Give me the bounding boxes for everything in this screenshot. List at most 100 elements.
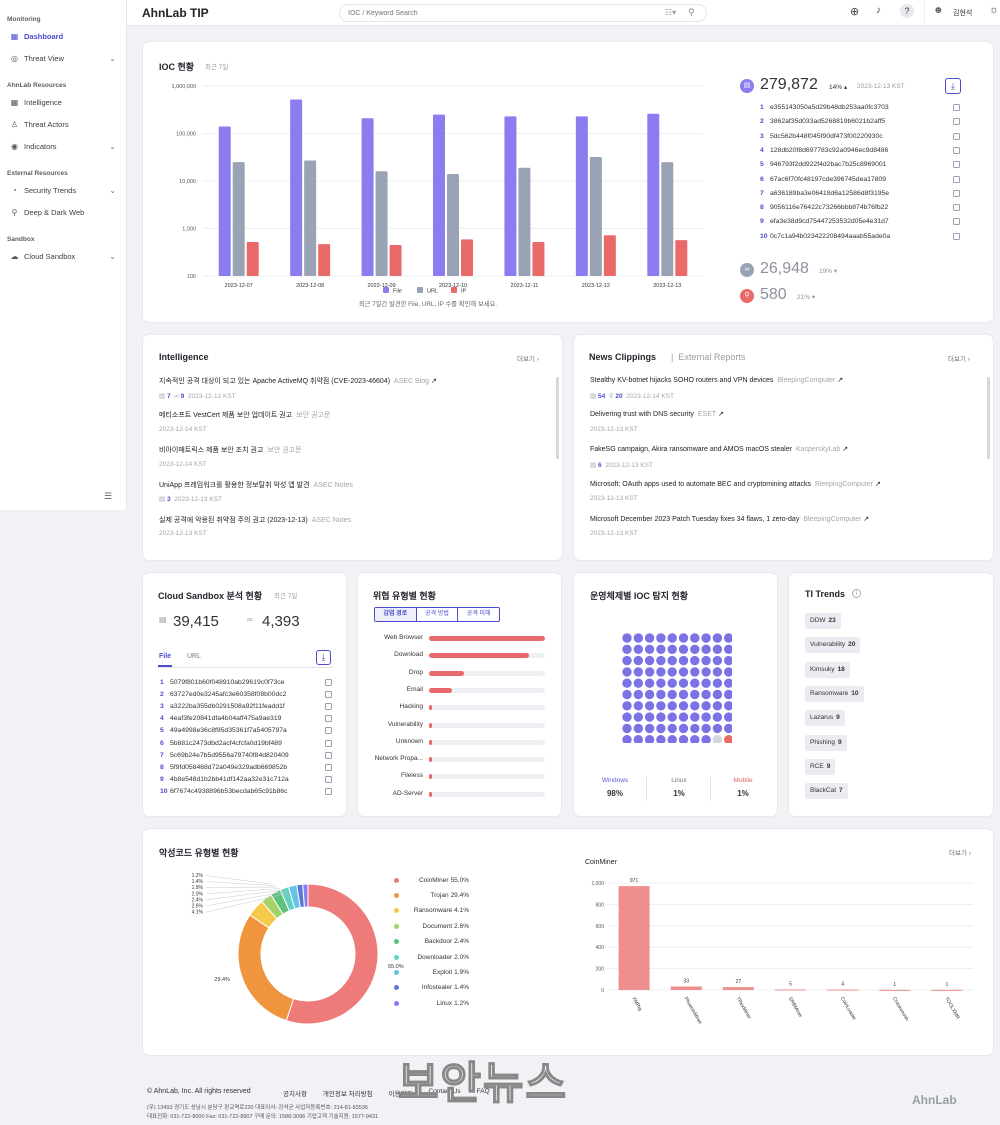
app-logo[interactable]: AhnLab TIP — [142, 6, 209, 20]
hash-value[interactable]: 63727ed0e3245afc3e60358f08b00dc2 — [170, 691, 287, 699]
hash-value[interactable]: efa3e38d9cd75447253532d05e4e31d7 — [770, 218, 889, 226]
calendar-icon[interactable] — [953, 146, 960, 154]
threat-bar-row[interactable]: Fileless — [358, 771, 548, 781]
sandbox-tab-file[interactable]: File — [159, 653, 172, 660]
hash-value[interactable]: 128db20f8d697783c92a0946ec9d8486 — [770, 146, 889, 154]
calendar-icon[interactable] — [953, 204, 960, 212]
sidebar-item-security-trends[interactable]: ◔ Security Trends ⌄ — [10, 182, 118, 198]
settings-icon[interactable]: ☼ — [989, 4, 1000, 16]
threat-bar-row[interactable]: Drop — [358, 668, 548, 678]
calendar-icon[interactable] — [325, 679, 332, 686]
malware-more-link[interactable]: 더보기 › — [949, 850, 971, 857]
calendar-icon[interactable] — [325, 751, 332, 759]
hash-row[interactable]: 5 946793f2dd922f4d2bac7b25c8969001 — [760, 161, 960, 169]
hash-value[interactable]: a3222ba355db0291508a92f11feadd1f — [170, 703, 285, 711]
external-link-icon[interactable]: ↗ — [842, 446, 849, 453]
hash-value[interactable]: 3862af35d033ad5268819b6021b2aff5 — [770, 118, 886, 126]
calendar-icon[interactable] — [325, 763, 332, 771]
threat-bar-row[interactable]: Vulnerability — [358, 720, 548, 730]
legend-item[interactable]: Exploit 1.9% — [394, 967, 469, 977]
hash-value[interactable]: 6f7674c4938896b53becdab65c91b86c — [170, 787, 288, 795]
external-link-icon[interactable]: ↗ — [717, 411, 724, 418]
hash-row[interactable]: 2 63727ed0e3245afc3e60358f08b00dc2 — [160, 691, 332, 699]
threat-bar-row[interactable]: Hacking — [358, 702, 548, 712]
hash-row[interactable]: 2 3862af35d033ad5268819b6021b2aff5 — [760, 118, 960, 126]
download-icon[interactable]: ⤓ — [316, 650, 331, 665]
hash-value[interactable]: 49a4998e36c8f95d35361f7a5405797a — [170, 727, 287, 735]
intel-item-title[interactable]: 비아이매트릭스 제품 보안 조치 권고 보안 권고문 — [159, 445, 302, 455]
threat-bar-row[interactable]: AD-Server — [358, 789, 548, 799]
bell-icon[interactable]: ♪ — [876, 5, 881, 16]
ti-trend-tag[interactable]: DDW 23 — [805, 613, 841, 629]
legend-item[interactable]: Infostealer 1.4% — [394, 983, 469, 993]
ti-trend-tag[interactable]: RCE 9 — [805, 758, 836, 775]
calendar-icon[interactable] — [953, 118, 960, 126]
ti-trend-tag[interactable]: Kimsuky 18 — [805, 661, 850, 678]
hash-value[interactable]: 4eaf3fe20841dfa4b04aff475a9ae319 — [170, 715, 282, 723]
hash-row[interactable]: 9 efa3e38d9cd75447253532d05e4e31d7 — [760, 218, 960, 226]
hash-value[interactable]: 67ac6f70fc48197cde396745dea17809 — [770, 175, 887, 183]
legend-item[interactable]: Backdoor 2.4% — [394, 937, 469, 947]
help-icon[interactable]: ? — [900, 4, 914, 18]
hash-value[interactable]: 5c69b24e7b5d9556a79740f84d820409 — [170, 751, 289, 759]
sidebar-item-dashboard[interactable]: ▦ Dashboard — [10, 28, 118, 44]
calendar-icon[interactable] — [325, 715, 332, 723]
hash-row[interactable]: 10 6f7674c4938896b53becdab65c91b86c — [160, 787, 332, 795]
sidebar-item-indicators[interactable]: ◉ Indicators ⌄ — [10, 138, 118, 154]
ti-trend-tag[interactable]: Phishing 9 — [805, 734, 847, 751]
threat-bar-row[interactable]: Network Propa... — [358, 754, 548, 764]
calendar-icon[interactable] — [953, 218, 960, 226]
hash-value[interactable]: 5079f801b60f048910ab29619c0f73ce — [170, 679, 285, 686]
legend-item[interactable]: Document 2.6% — [394, 921, 469, 931]
external-link-icon[interactable]: ↗ — [874, 481, 881, 488]
ti-trend-tag[interactable]: BlackCat 7 — [805, 783, 848, 800]
legend-item[interactable]: Linux 1.2% — [394, 998, 469, 1008]
hash-value[interactable]: 5f9fd058468d72a049e329adb669852b — [170, 763, 288, 771]
hash-row[interactable]: 4 128db20f8d697783c92a0946ec9d8486 — [760, 146, 960, 154]
hash-row[interactable]: 10 0c7c1a94b023422208494aaab55ade0a — [760, 232, 960, 240]
ti-trend-tag[interactable]: Vulnerability 20 — [805, 637, 861, 654]
hash-value[interactable]: a636189ba3e06418d6a12586d8f3195e — [770, 189, 890, 197]
collapse-sidebar-icon[interactable]: ☰ — [104, 491, 113, 501]
news-item-title[interactable]: Microsoft: OAuth apps used to automate B… — [590, 480, 881, 488]
hash-row[interactable]: 1 e355143050a5d29b48db253aa0fc3703 — [760, 104, 960, 111]
hash-row[interactable]: 5 49a4998e36c8f95d35361f7a5405797a — [160, 727, 332, 735]
hash-value[interactable]: 0c7c1a94b023422208494aaab55ade0a — [770, 232, 891, 240]
hash-value[interactable]: 9056116e76422c73266bbb874b76fb22 — [770, 204, 889, 212]
sidebar-item-intelligence[interactable]: ▦ Intelligence — [10, 94, 118, 110]
legend-item[interactable]: Downloader 2.0% — [394, 952, 469, 962]
calendar-icon[interactable] — [325, 739, 332, 747]
calendar-icon[interactable] — [325, 787, 332, 795]
globe-icon[interactable]: ⊕ — [850, 6, 860, 18]
sidebar-item-deep-dark-web[interactable]: ⚲ Deep & Dark Web — [10, 204, 118, 220]
calendar-icon[interactable] — [953, 232, 960, 240]
intel-item-title[interactable]: 메티소프트 VestCert 제품 보안 업데이트 권고 보안 권고문 — [159, 410, 330, 420]
hash-value[interactable]: 5b881c2473dbd2acf4cfcfa0d19bf489 — [170, 739, 282, 747]
search-input[interactable] — [348, 7, 628, 19]
calendar-icon[interactable] — [325, 727, 332, 735]
sidebar-item-threat-actors[interactable]: ♙ Threat Actors — [10, 116, 118, 132]
calendar-icon[interactable] — [953, 161, 960, 169]
calendar-icon[interactable] — [325, 775, 332, 783]
hash-row[interactable]: 7 a636189ba3e06418d6a12586d8f3195e — [760, 189, 960, 197]
user-name[interactable]: 김현석 — [953, 10, 973, 17]
legend-item[interactable]: CoinMiner 55.0% — [394, 875, 469, 885]
news-item-title[interactable]: Delivering trust with DNS security ESET ↗ — [590, 410, 724, 418]
external-link-icon[interactable]: ↗ — [431, 378, 437, 385]
ti-trend-tag[interactable]: Lazarus 9 — [805, 710, 845, 727]
tab-attack-method[interactable]: 공격 방법 — [415, 608, 458, 621]
external-link-icon[interactable]: ↗ — [863, 516, 870, 523]
threat-bar-row[interactable]: Unknown — [358, 737, 548, 747]
hash-row[interactable]: 9 4b8e548d1b2bb41df142aa32e31c712a — [160, 775, 332, 783]
threat-bar-row[interactable]: Email — [358, 685, 548, 695]
news-item-title[interactable]: Stealthy KV-botnet hijacks SOHO routers … — [590, 376, 843, 384]
hash-value[interactable]: 946793f2dd922f4d2bac7b25c8969001 — [770, 161, 887, 169]
tab-infection-route[interactable]: 감염 경로 — [375, 608, 416, 621]
intel-item-title[interactable]: 실제 공격에 악용된 취약점 주의 권고 (2023-12-13) ASEC No… — [159, 515, 351, 525]
search-bar[interactable]: ☷▾ ⚲ — [339, 4, 707, 22]
tab-external-reports[interactable]: | External Reports — [671, 352, 746, 362]
calendar-icon[interactable] — [953, 132, 960, 140]
hash-row[interactable]: 3 5dc562b448f045f90df473f00220930c — [760, 132, 960, 140]
intel-item-title[interactable]: 지속적인 공격 대상이 되고 있는 Apache ActiveMQ 취약점 (C… — [159, 376, 437, 386]
tab-news-clippings[interactable]: News Clippings — [589, 352, 656, 362]
